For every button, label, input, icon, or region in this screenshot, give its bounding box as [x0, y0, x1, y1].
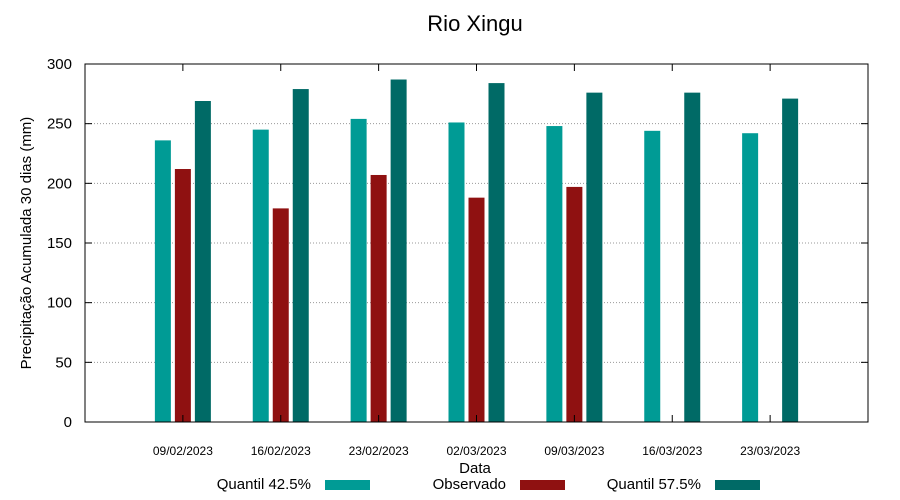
- bar: [586, 92, 603, 422]
- x-axis-label: Data: [459, 460, 491, 477]
- x-tick-label: 02/03/2023: [446, 444, 506, 458]
- x-tick-label: 16/03/2023: [642, 444, 702, 458]
- bar: [292, 89, 309, 422]
- bar: [350, 118, 367, 422]
- x-tick-label: 16/02/2023: [251, 444, 311, 458]
- bar: [546, 126, 563, 422]
- bar: [468, 197, 485, 422]
- bar: [644, 130, 661, 422]
- y-tick-label: 150: [47, 235, 72, 252]
- legend-label: Observado: [433, 476, 506, 493]
- y-tick-label: 0: [64, 414, 72, 431]
- bar: [684, 92, 701, 422]
- y-axis-label: Precipitação Acumulada 30 dias (mm): [18, 117, 35, 370]
- bar: [174, 169, 191, 422]
- bar: [194, 100, 211, 422]
- bar: [272, 208, 289, 422]
- x-tick-label: 23/02/2023: [349, 444, 409, 458]
- chart-title: Rio Xingu: [427, 11, 522, 36]
- x-tick-label: 09/02/2023: [153, 444, 213, 458]
- bar: [566, 186, 583, 422]
- bar: [742, 133, 759, 423]
- y-tick-label: 50: [55, 354, 72, 371]
- bar: [448, 122, 465, 423]
- bars: [154, 79, 799, 423]
- bar: [370, 174, 387, 422]
- bar: [782, 98, 799, 423]
- bar: [390, 79, 407, 422]
- y-axis-ticks: 0 50 100 150 200 250 300: [47, 56, 868, 431]
- legend-swatch: [325, 480, 370, 490]
- y-tick-label: 250: [47, 116, 72, 133]
- y-tick-label: 200: [47, 175, 72, 192]
- legend-label: Quantil 57.5%: [607, 476, 701, 493]
- bar: [154, 140, 171, 422]
- x-axis-ticks: 09/02/2023 16/02/2023 23/02/2023 02/03/2023…: [153, 64, 800, 458]
- legend-swatch: [520, 480, 565, 490]
- legend-label: Quantil 42.5%: [217, 476, 311, 493]
- y-tick-label: 300: [47, 56, 72, 73]
- x-tick-label: 23/03/2023: [740, 444, 800, 458]
- legend: Quantil 42.5% Observado Quantil 57.5%: [217, 476, 760, 493]
- x-tick-label: 09/03/2023: [544, 444, 604, 458]
- y-tick-label: 100: [47, 295, 72, 312]
- bar: [488, 83, 505, 423]
- legend-swatch: [715, 480, 760, 490]
- bar: [252, 129, 269, 422]
